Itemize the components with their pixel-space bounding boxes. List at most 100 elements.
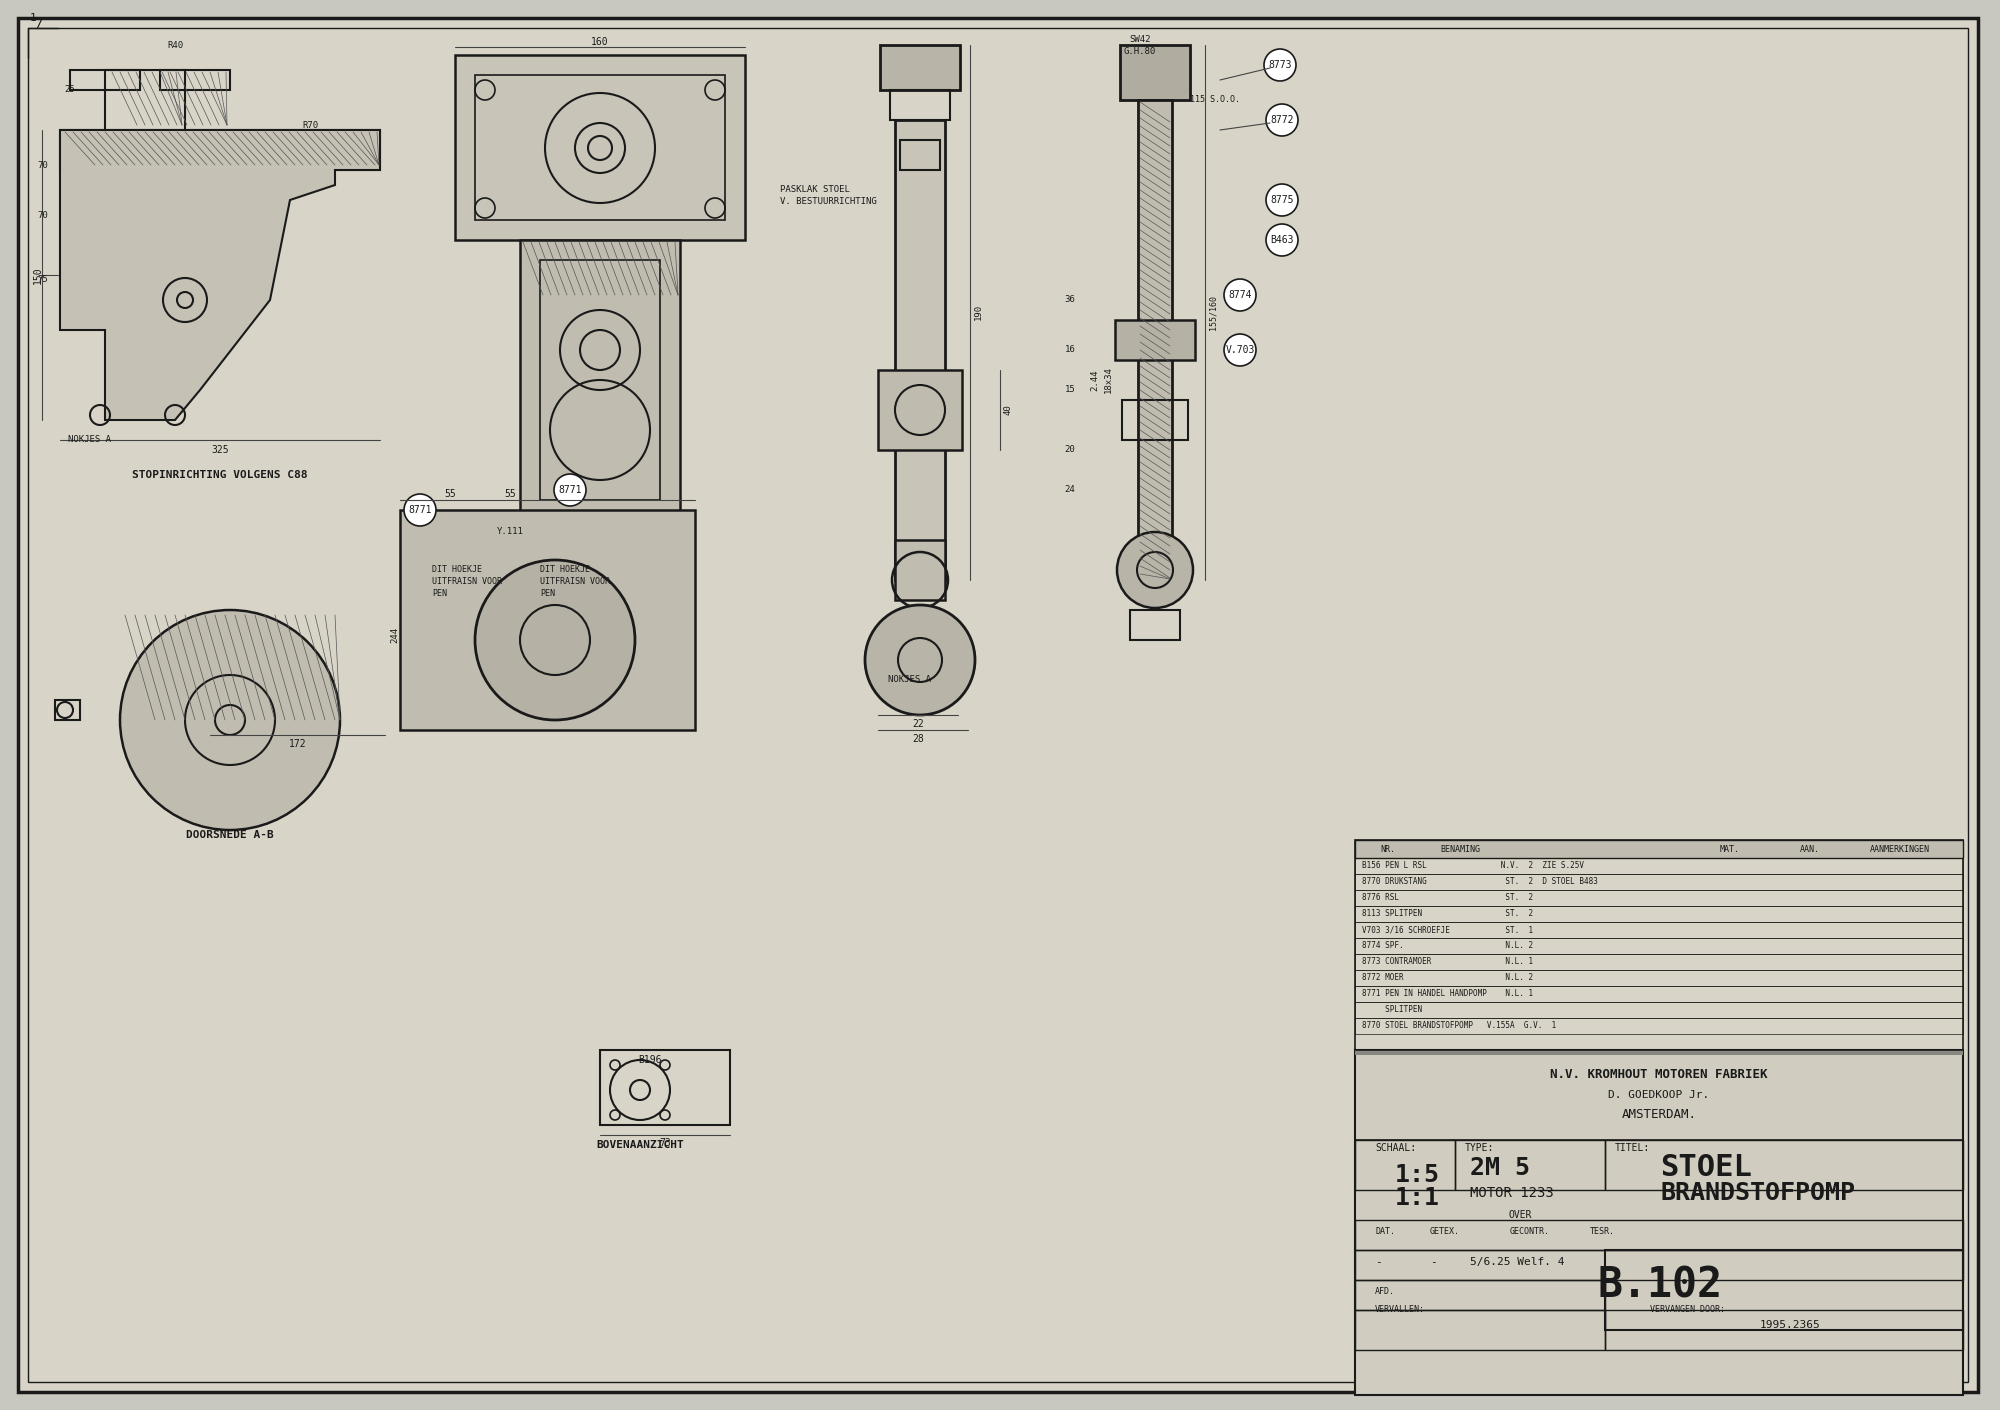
Text: 115 S.O.O.: 115 S.O.O. [1190,96,1240,104]
Text: NOKJES A: NOKJES A [888,675,932,684]
Circle shape [1266,224,1298,257]
Text: Y.111: Y.111 [496,527,524,536]
Text: AANMERKINGEN: AANMERKINGEN [1870,845,1930,853]
Bar [878,369,962,450]
Text: 8770 DRUKSTANG                 ST.  2  D STOEL B483: 8770 DRUKSTANG ST. 2 D STOEL B483 [1362,877,1598,887]
Text: 8770 STOEL BRANDSTOFPOMP   V.155A  G.V.  1: 8770 STOEL BRANDSTOFPOMP V.155A G.V. 1 [1362,1021,1556,1031]
Bar [1356,907,1964,922]
Text: 8771 PEN IN HANDEL HANDPOMP    N.L. 1: 8771 PEN IN HANDEL HANDPOMP N.L. 1 [1362,990,1534,998]
Bar [1356,874,1964,890]
Bar [1356,1018,1964,1034]
Text: 190: 190 [974,305,982,320]
Text: 70: 70 [38,210,48,220]
Text: 8775: 8775 [1270,195,1294,204]
Text: DOORSNEDE A-B: DOORSNEDE A-B [186,830,274,840]
Bar [160,70,230,90]
Bar [1356,1141,1456,1190]
Text: 75: 75 [38,275,48,285]
Text: -: - [1430,1256,1436,1268]
Bar [1356,922,1964,938]
Text: V.703: V.703 [1226,345,1254,355]
Text: 244: 244 [390,627,400,643]
Text: B196: B196 [638,1055,662,1065]
Text: PEN: PEN [540,589,556,598]
Text: AFD.: AFD. [1376,1287,1396,1297]
Text: G.H.80: G.H.80 [1124,48,1156,56]
Text: AAN.: AAN. [1800,845,1820,853]
Bar [1356,1003,1964,1018]
Circle shape [1224,334,1256,367]
Circle shape [476,560,636,721]
Circle shape [554,474,586,506]
Text: BENAMING: BENAMING [1440,845,1480,853]
Text: 70: 70 [38,161,48,169]
Bar [1356,1310,1604,1349]
Bar [1356,1050,1964,1141]
Text: 8771: 8771 [408,505,432,515]
Text: SW42: SW42 [1130,35,1150,45]
Text: OVER: OVER [1508,1210,1532,1220]
Bar [1356,1280,1604,1310]
Text: STOPINRICHTING VOLGENS C88: STOPINRICHTING VOLGENS C88 [132,470,308,479]
Text: 40: 40 [1004,405,1012,416]
Text: VERVANGEN DOOR:: VERVANGEN DOOR: [1650,1306,1724,1314]
Text: 8773 CONTRAMOER                N.L. 1: 8773 CONTRAMOER N.L. 1 [1362,957,1534,966]
Text: 8113 SPLITPEN                  ST.  2: 8113 SPLITPEN ST. 2 [1362,909,1534,918]
Bar [476,75,724,220]
Text: 8772: 8772 [1270,116,1294,125]
Text: 24: 24 [1064,485,1076,495]
Bar [896,120,946,580]
Text: V. BESTUURRICHTING: V. BESTUURRICHTING [780,197,876,206]
Text: 16: 16 [1064,345,1076,354]
Bar [60,130,380,171]
Text: 1:1: 1:1 [1396,1186,1440,1210]
Text: TITEL:: TITEL: [1616,1144,1650,1153]
Bar [1138,100,1172,580]
Text: 55: 55 [504,489,516,499]
Text: SPLITPEN: SPLITPEN [1362,1005,1422,1015]
Text: 20: 20 [1064,446,1076,454]
Text: UITFRAISN VOOR: UITFRAISN VOOR [540,578,610,587]
Bar [900,140,940,171]
Bar [1356,1050,1964,1394]
Bar [890,90,950,120]
Bar [56,699,80,721]
Circle shape [1266,183,1298,216]
Bar [1356,1050,1964,1055]
Text: TESR.: TESR. [1590,1228,1616,1237]
Text: 172: 172 [290,739,306,749]
Bar [104,70,184,135]
Text: DAT.: DAT. [1376,1228,1396,1237]
Text: 8772 MOER                      N.L. 2: 8772 MOER N.L. 2 [1362,973,1534,983]
Text: N.V. KROMHOUT MOTOREN FABRIEK: N.V. KROMHOUT MOTOREN FABRIEK [1550,1069,1768,1081]
Text: NOKJES A: NOKJES A [68,436,112,444]
Text: NR.: NR. [1380,845,1396,853]
Text: 55: 55 [444,489,456,499]
Bar [1356,840,1964,859]
Text: 25: 25 [64,86,76,94]
Circle shape [1264,49,1296,80]
Text: 150: 150 [32,266,44,283]
Bar [1604,1141,1964,1190]
Text: 2.44: 2.44 [1090,369,1100,391]
Text: 8771: 8771 [558,485,582,495]
Circle shape [1224,279,1256,312]
Text: MOTOR 1233: MOTOR 1233 [1470,1186,1554,1200]
Text: 160: 160 [592,37,608,47]
Text: B463: B463 [1270,235,1294,245]
Text: 36: 36 [1064,296,1076,305]
Bar [400,510,696,730]
Bar [1356,955,1964,970]
Text: -: - [1376,1256,1382,1268]
Bar [1356,890,1964,907]
Text: GETEX.: GETEX. [1430,1228,1460,1237]
Text: 2M 5: 2M 5 [1470,1156,1530,1180]
Text: PASKLAK STOEL: PASKLAK STOEL [780,186,850,195]
Bar [1356,1251,1964,1280]
Text: 1995.2365: 1995.2365 [1760,1320,1820,1330]
Text: 22: 22 [912,719,924,729]
Bar [1356,1220,1964,1251]
Circle shape [864,605,976,715]
Circle shape [1266,104,1298,135]
Text: VERVALLEN:: VERVALLEN: [1376,1306,1424,1314]
